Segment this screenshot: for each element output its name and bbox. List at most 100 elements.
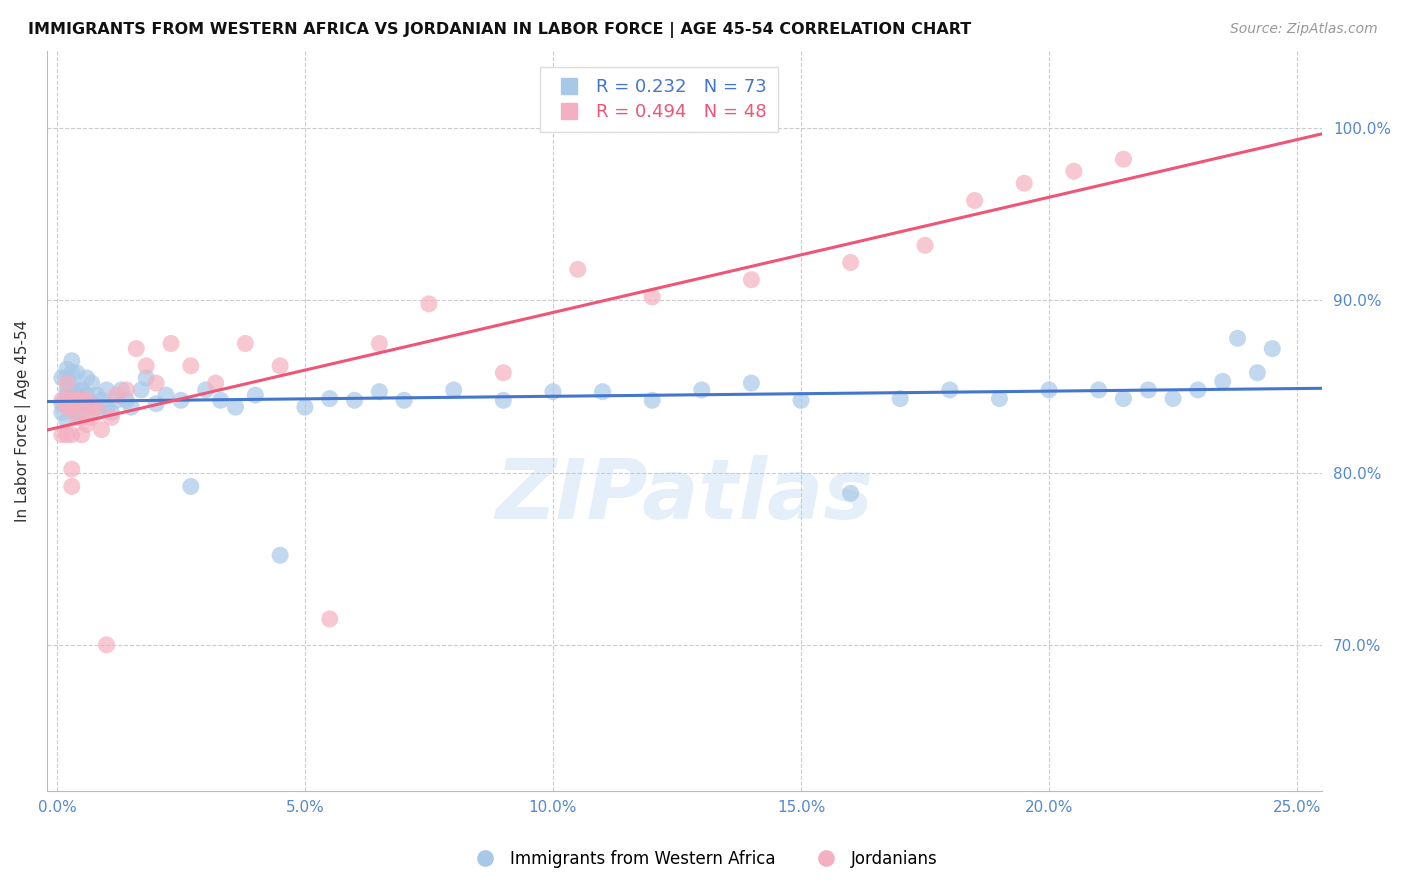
Point xyxy=(988,392,1011,406)
Point xyxy=(492,366,515,380)
Point xyxy=(115,383,138,397)
Point xyxy=(1161,392,1184,406)
Point xyxy=(105,393,128,408)
Point xyxy=(56,414,79,428)
Point xyxy=(1137,383,1160,397)
Point xyxy=(204,376,226,390)
Point xyxy=(224,400,246,414)
Point xyxy=(245,388,267,402)
Point xyxy=(56,427,79,442)
Point xyxy=(60,462,83,476)
Point xyxy=(914,238,936,252)
Point xyxy=(135,359,157,373)
Point xyxy=(76,417,98,432)
Point xyxy=(51,393,73,408)
Point xyxy=(180,359,202,373)
Point xyxy=(343,393,366,408)
Point xyxy=(170,393,193,408)
Point xyxy=(96,400,118,414)
Point xyxy=(70,400,93,414)
Point xyxy=(80,376,103,390)
Point xyxy=(690,383,713,397)
Y-axis label: In Labor Force | Age 45-54: In Labor Force | Age 45-54 xyxy=(15,320,31,522)
Point xyxy=(51,405,73,419)
Point xyxy=(70,393,93,408)
Point xyxy=(60,393,83,408)
Point xyxy=(740,273,762,287)
Point xyxy=(889,392,911,406)
Point xyxy=(70,427,93,442)
Point xyxy=(60,479,83,493)
Point xyxy=(1261,342,1284,356)
Text: Source: ZipAtlas.com: Source: ZipAtlas.com xyxy=(1230,22,1378,37)
Point xyxy=(90,423,112,437)
Point xyxy=(1187,383,1209,397)
Point xyxy=(209,393,232,408)
Point xyxy=(160,336,183,351)
Point xyxy=(319,392,342,406)
Point xyxy=(125,342,148,356)
Point xyxy=(76,388,98,402)
Point xyxy=(86,400,108,414)
Point xyxy=(51,427,73,442)
Point xyxy=(110,383,132,397)
Point xyxy=(60,427,83,442)
Legend: Immigrants from Western Africa, Jordanians: Immigrants from Western Africa, Jordania… xyxy=(463,844,943,875)
Point xyxy=(790,393,813,408)
Point xyxy=(839,255,862,269)
Point xyxy=(60,393,83,408)
Point xyxy=(100,410,122,425)
Point xyxy=(135,371,157,385)
Point xyxy=(443,383,465,397)
Point xyxy=(541,384,564,399)
Point xyxy=(294,400,316,414)
Point xyxy=(56,376,79,390)
Point xyxy=(1038,383,1060,397)
Point xyxy=(70,383,93,397)
Point xyxy=(86,388,108,402)
Text: IMMIGRANTS FROM WESTERN AFRICA VS JORDANIAN IN LABOR FORCE | AGE 45-54 CORRELATI: IMMIGRANTS FROM WESTERN AFRICA VS JORDAN… xyxy=(28,22,972,38)
Point xyxy=(70,410,93,425)
Point xyxy=(60,366,83,380)
Point xyxy=(60,400,83,414)
Point xyxy=(66,366,89,380)
Point xyxy=(129,383,152,397)
Point xyxy=(66,405,89,419)
Point xyxy=(80,410,103,425)
Point xyxy=(80,397,103,411)
Point xyxy=(155,388,177,402)
Point xyxy=(56,400,79,414)
Point xyxy=(839,486,862,500)
Point xyxy=(1112,392,1135,406)
Point xyxy=(96,383,118,397)
Point xyxy=(66,393,89,408)
Point xyxy=(1226,331,1249,345)
Point xyxy=(368,384,391,399)
Point xyxy=(1012,176,1035,190)
Point xyxy=(96,638,118,652)
Point xyxy=(51,371,73,385)
Point xyxy=(56,371,79,385)
Point xyxy=(80,400,103,414)
Point xyxy=(145,376,167,390)
Point xyxy=(66,383,89,397)
Point xyxy=(60,379,83,393)
Point xyxy=(56,383,79,397)
Point xyxy=(1212,375,1234,389)
Point xyxy=(56,393,79,408)
Point xyxy=(60,400,83,414)
Text: ZIPatlas: ZIPatlas xyxy=(495,455,873,535)
Point xyxy=(1087,383,1109,397)
Point xyxy=(76,393,98,408)
Point xyxy=(269,359,291,373)
Point xyxy=(76,371,98,385)
Point xyxy=(1246,366,1268,380)
Point xyxy=(194,383,217,397)
Point xyxy=(145,397,167,411)
Point xyxy=(115,393,138,408)
Point xyxy=(60,353,83,368)
Point xyxy=(180,479,202,493)
Point xyxy=(90,393,112,408)
Point xyxy=(418,297,440,311)
Point xyxy=(56,362,79,376)
